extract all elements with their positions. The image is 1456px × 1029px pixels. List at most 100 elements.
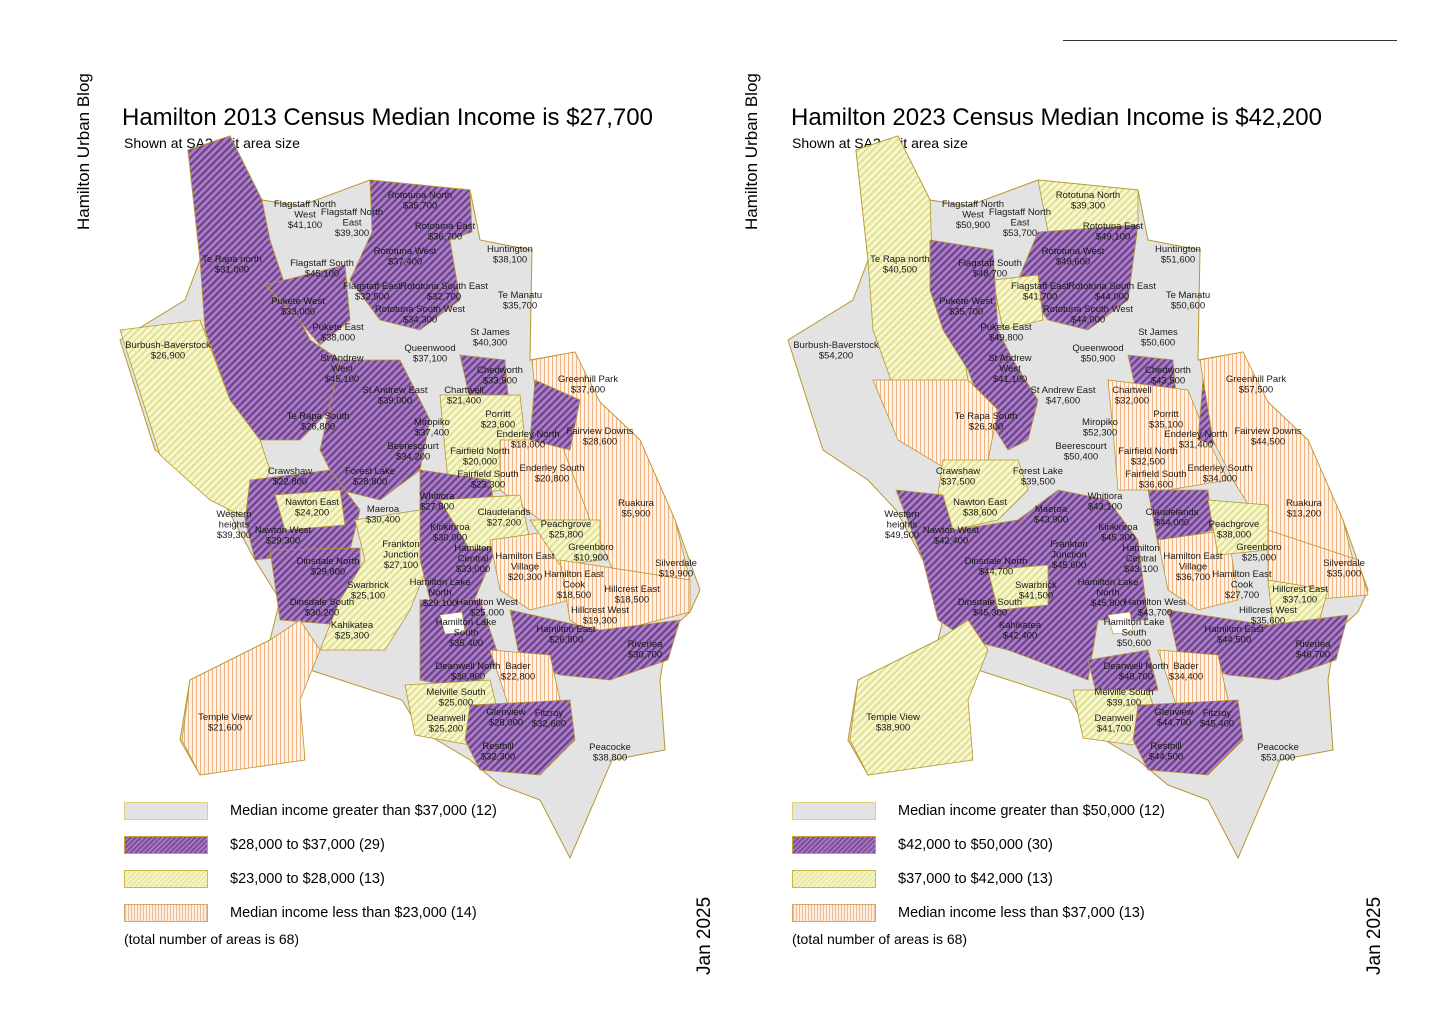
- area-value: $50,600: [1141, 338, 1175, 349]
- area-name: Junction: [1051, 550, 1086, 561]
- area-value: $39,300: [335, 228, 369, 239]
- area-label: Hamilton Central $33,000: [454, 543, 492, 575]
- area-value: $40,300: [473, 338, 507, 349]
- area-name: Temple View: [866, 712, 920, 723]
- area-label: Hillcrest West $19,300: [571, 605, 629, 627]
- area-name: Burbush-Baverstock: [793, 340, 879, 351]
- area-label: Hamilton East Cook $18,500: [544, 569, 603, 601]
- area-value: $54,200: [819, 351, 853, 362]
- area-name: Flagstaff North: [321, 207, 383, 218]
- area-label: Enderley South $20,800: [520, 463, 585, 485]
- area-name: Deanwell North: [1104, 661, 1169, 672]
- area-name: Village: [511, 562, 539, 573]
- area-label: Huntington $51,600: [1155, 244, 1201, 266]
- area-value: $49,600: [1056, 257, 1090, 268]
- area-label: Hamilton East $44,500: [1204, 624, 1263, 646]
- area-label: Claudelands $27,200: [478, 507, 531, 529]
- area-label: Whitiora $27,800: [420, 491, 456, 513]
- area-name: West: [331, 364, 353, 375]
- area-value: $32,300: [481, 752, 515, 763]
- area-name: Deanwell: [1094, 713, 1133, 724]
- area-name: Whitiora: [1088, 491, 1124, 502]
- area-name: Pukete West: [939, 296, 993, 307]
- area-name: Claudelands: [1146, 507, 1199, 518]
- area-name: Nawton East: [285, 497, 339, 508]
- area-value: $44,700: [979, 567, 1013, 578]
- area-name: Te Manatu: [1166, 290, 1210, 301]
- area-label: Rototuna West $37,400: [374, 246, 437, 268]
- area-value: $37,400: [388, 257, 422, 268]
- area-label: Silverdale $35,000: [1323, 558, 1365, 580]
- area-value: $20,000: [463, 457, 497, 468]
- area-name: Melville South: [1094, 687, 1153, 698]
- area-name: Beerescourt: [387, 441, 439, 452]
- area-label: Temple View $38,900: [866, 712, 920, 734]
- legend-text: $23,000 to $28,000 (13): [230, 871, 385, 887]
- area-value: $18,500: [557, 590, 591, 601]
- area-label: Kahikatea $42,400: [999, 620, 1042, 642]
- area-label: Flagstaff East $41,700: [1011, 281, 1069, 303]
- legend-swatch: [124, 836, 208, 854]
- area-value: $28,000: [489, 718, 523, 729]
- area-value: $33,000: [456, 564, 490, 575]
- area-value: $34,300: [403, 315, 437, 326]
- legend-text: $37,000 to $42,000 (13): [898, 871, 1053, 887]
- area-label: St Andrew West $41,100: [988, 353, 1031, 385]
- area-label: Fairfield South $36,600: [1125, 469, 1186, 491]
- area-value: $49,500: [885, 530, 919, 541]
- area-name: East: [342, 218, 361, 229]
- area-name: West: [999, 364, 1021, 375]
- area-label: St Andrew West $45,100: [320, 353, 363, 385]
- area-value: $45,100: [325, 374, 359, 385]
- area-name: Glenview: [486, 707, 525, 718]
- area-label: Flagstaff East $32,500: [343, 281, 401, 303]
- area-name: Te Rapa north: [870, 254, 930, 265]
- area-value: $45,600: [1052, 560, 1086, 571]
- area-label: Silverdale $19,900: [655, 558, 697, 580]
- area-name: Hamilton East: [1163, 551, 1222, 562]
- area-label: Rototuna East $49,100: [1083, 221, 1144, 243]
- area-value: $50,400: [1064, 452, 1098, 463]
- area-label: Queenwood $37,100: [404, 343, 455, 365]
- area-name: Hamilton West: [1124, 597, 1186, 608]
- area-value: $26,800: [549, 635, 583, 646]
- area-name: Enderley South: [1188, 463, 1253, 474]
- area-value: $44,700: [1157, 718, 1191, 729]
- area-name: Hamilton Lake: [1078, 577, 1139, 588]
- legend-total: (total number of areas is 68): [124, 931, 300, 947]
- area-name: Fairfield South: [457, 469, 518, 480]
- region-temple-view: [849, 619, 989, 776]
- area-label: Enderley North $31,400: [1164, 429, 1227, 451]
- area-value: $30,000: [433, 533, 467, 544]
- area-value: $50,900: [956, 220, 990, 231]
- area-name: Swarbrick: [1015, 580, 1057, 591]
- area-label: Chedworth $43,500: [1145, 365, 1191, 387]
- area-name: Hamilton West: [456, 597, 518, 608]
- area-value: $27,700: [1225, 590, 1259, 601]
- area-value: $35,600: [1251, 616, 1285, 627]
- area-name: St James: [470, 327, 510, 338]
- area-value: $10,900: [574, 553, 608, 564]
- area-label: Porritt $35,100: [1149, 409, 1183, 431]
- area-value: $41,700: [1097, 724, 1131, 735]
- area-name: Rototuna North: [1056, 190, 1120, 201]
- area-value: $19,900: [659, 569, 693, 580]
- area-label: Flagstaff North West $41,100: [274, 199, 336, 231]
- area-name: Chartwell: [1112, 385, 1152, 396]
- area-value: $5,900: [621, 509, 650, 520]
- area-value: $27,800: [420, 502, 454, 513]
- area-label: Miropiko $52,300: [1082, 417, 1118, 439]
- region-glenview: [1132, 699, 1244, 776]
- area-value: $27,100: [384, 560, 418, 571]
- area-value: $30,400: [366, 515, 400, 526]
- area-name: Hamilton East: [544, 569, 603, 580]
- area-value: $22,800: [273, 477, 307, 488]
- area-label: Fitzroy $32,600: [532, 708, 566, 730]
- area-label: Crawshaw $22,800: [268, 466, 312, 488]
- area-name: Silverdale: [655, 558, 697, 569]
- area-value: $45,300: [1101, 533, 1135, 544]
- area-name: East: [1010, 218, 1029, 229]
- area-value: $35,700: [503, 301, 537, 312]
- region-deanwell-north: [1087, 649, 1159, 701]
- area-value: $37,400: [415, 428, 449, 439]
